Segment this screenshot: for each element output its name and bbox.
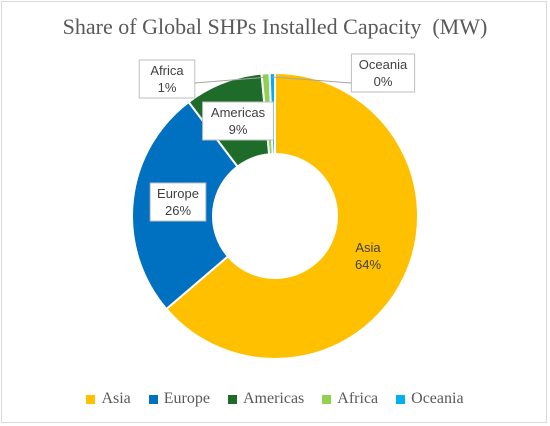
- legend-label-europe: Europe: [163, 390, 210, 407]
- data-label-europe: Europe 26%: [149, 182, 207, 222]
- legend-item-europe: Europe: [148, 390, 210, 408]
- data-label-box-oceania: [350, 53, 416, 93]
- legend-label-asia: Asia: [101, 390, 131, 407]
- legend-swatch-americas: [227, 394, 237, 404]
- legend-item-africa: Africa: [322, 390, 378, 408]
- data-label-box-europe: [149, 182, 207, 222]
- data-label-asia: Asia 64%: [355, 240, 381, 272]
- legend-swatch-asia: [86, 394, 96, 404]
- data-label-name-africa: Africa: [150, 63, 184, 78]
- data-label-americas: Americas 9%: [202, 101, 274, 141]
- data-label-value-oceania: 0%: [374, 74, 393, 89]
- legend-item-oceania: Oceania: [396, 390, 464, 408]
- data-label-value-europe: 26%: [165, 203, 191, 218]
- leader-line-africa: [194, 76, 266, 84]
- legend-item-asia: Asia: [86, 390, 131, 408]
- leader-line-oceania: [272, 76, 352, 84]
- data-label-value-americas: 9%: [229, 122, 248, 137]
- data-label-value-asia: 64%: [355, 257, 381, 272]
- legend-label-oceania: Oceania: [411, 390, 464, 407]
- legend-label-americas: Americas: [242, 390, 305, 407]
- data-label-name-asia: Asia: [355, 240, 381, 255]
- data-label-value-africa: 1%: [158, 80, 177, 95]
- data-label-africa: Africa 1%: [138, 59, 266, 99]
- legend-swatch-europe: [148, 394, 158, 404]
- legend-label-africa: Africa: [337, 390, 379, 407]
- data-label-oceania: Oceania 0%: [272, 53, 416, 93]
- legend-swatch-africa: [322, 394, 332, 404]
- legend-swatch-oceania: [396, 394, 406, 404]
- data-label-name-americas: Americas: [211, 105, 266, 120]
- data-label-name-europe: Europe: [157, 186, 199, 201]
- data-label-box-americas: [202, 101, 274, 141]
- data-label-box-africa: [138, 59, 196, 99]
- chart-title: Share of Global SHPs Installed Capacity …: [62, 14, 488, 39]
- data-label-name-oceania: Oceania: [359, 57, 408, 72]
- legend: Asia Europe Americas Africa Oceania: [0, 390, 550, 408]
- legend-item-americas: Americas: [227, 390, 305, 408]
- slice-asia: [164, 71, 419, 360]
